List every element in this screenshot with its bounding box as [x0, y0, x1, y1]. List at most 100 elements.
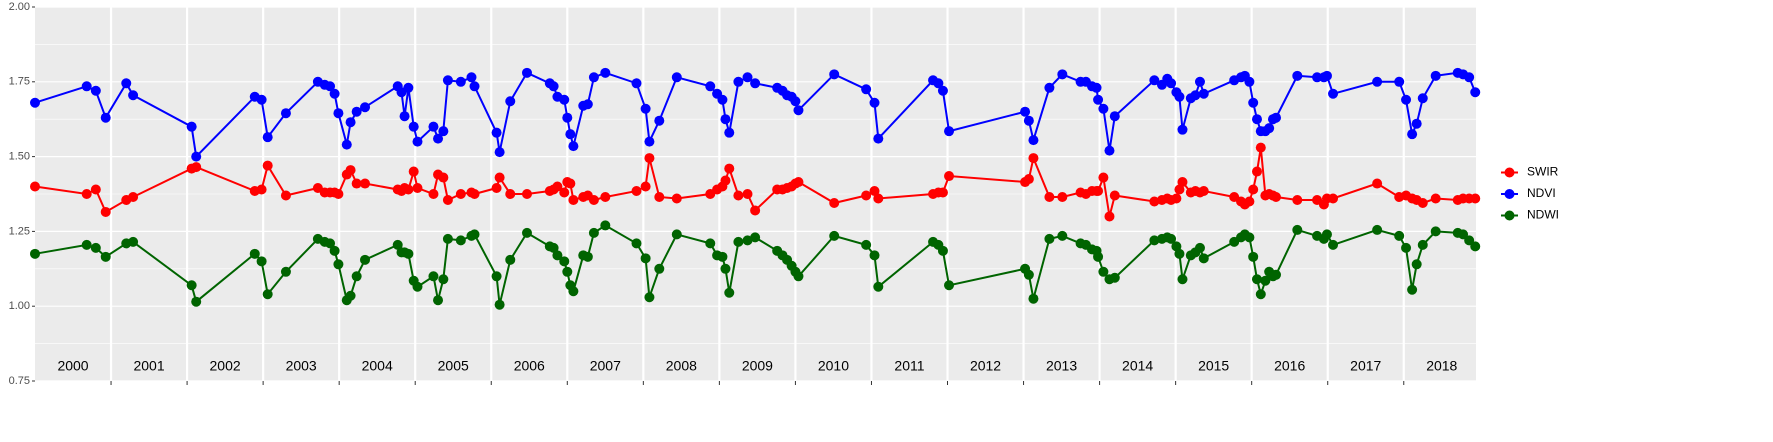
data-point	[1057, 69, 1068, 80]
year-label: 2013	[1046, 358, 1077, 374]
data-point	[1194, 242, 1205, 253]
legend-key-point	[1504, 189, 1515, 199]
year-label: 2015	[1198, 358, 1229, 374]
year-label: 2000	[57, 358, 88, 374]
data-point	[705, 238, 716, 249]
data-point	[1248, 97, 1259, 108]
data-point	[1149, 235, 1160, 246]
data-point	[1198, 186, 1209, 197]
data-point	[1104, 145, 1115, 156]
data-point	[565, 178, 576, 189]
data-point	[568, 141, 579, 152]
data-point	[345, 290, 356, 301]
data-point	[588, 227, 599, 238]
data-point	[325, 238, 336, 249]
data-point	[81, 239, 92, 250]
data-point	[793, 177, 804, 188]
data-point	[191, 162, 202, 173]
data-point	[1321, 70, 1332, 81]
data-point	[588, 194, 599, 205]
data-point	[552, 181, 563, 192]
data-point	[869, 97, 880, 108]
data-point	[403, 248, 414, 259]
data-point	[191, 151, 202, 162]
data-point	[742, 189, 753, 199]
y-tick-label: 1.50	[9, 151, 30, 163]
data-point	[1194, 76, 1205, 87]
data-point	[873, 193, 884, 204]
legend-key-point	[1504, 167, 1515, 178]
data-point	[121, 78, 132, 89]
data-point	[944, 126, 955, 137]
data-point	[640, 103, 651, 114]
year-label: 2002	[210, 358, 241, 374]
year-label: 2018	[1426, 358, 1457, 374]
data-point	[750, 78, 761, 89]
data-point	[438, 172, 449, 183]
data-point	[937, 187, 948, 198]
data-point	[568, 194, 579, 205]
data-point	[1166, 233, 1177, 244]
data-point	[1251, 166, 1262, 177]
data-point	[717, 251, 728, 262]
year-label: 2008	[666, 358, 697, 374]
data-point	[469, 81, 480, 92]
data-point	[90, 85, 101, 96]
year-label: 2004	[362, 358, 393, 374]
data-point	[1271, 191, 1282, 202]
data-point	[1430, 70, 1441, 81]
data-point	[1028, 153, 1039, 164]
data-point	[790, 96, 801, 107]
data-point	[750, 205, 761, 216]
data-point	[442, 194, 453, 205]
year-label: 2014	[1122, 358, 1153, 374]
data-point	[360, 254, 371, 265]
data-point	[280, 108, 291, 119]
data-point	[360, 178, 371, 189]
data-point	[1248, 251, 1259, 262]
data-point	[333, 108, 344, 119]
data-point	[861, 84, 872, 95]
data-point	[442, 233, 453, 244]
data-point	[100, 112, 111, 123]
data-point	[1292, 224, 1303, 235]
data-point	[262, 132, 273, 143]
data-point	[1109, 272, 1120, 283]
data-point	[631, 78, 642, 89]
data-point	[81, 81, 92, 92]
data-point	[433, 295, 444, 306]
data-point	[1372, 224, 1383, 235]
data-point	[654, 191, 665, 202]
data-point	[1057, 191, 1068, 202]
data-point	[1091, 82, 1102, 93]
data-point	[1244, 232, 1255, 243]
data-point	[494, 172, 505, 183]
data-point	[329, 245, 340, 256]
data-point	[403, 184, 414, 195]
data-point	[491, 127, 502, 138]
data-point	[186, 121, 197, 132]
data-point	[1093, 186, 1104, 197]
data-point	[1244, 76, 1255, 87]
data-point	[671, 193, 682, 204]
data-point	[562, 266, 573, 277]
data-point	[937, 85, 948, 96]
data-point	[724, 163, 735, 174]
data-point	[559, 256, 570, 267]
y-tick-label: 1.00	[9, 300, 30, 312]
data-point	[720, 175, 731, 186]
data-point	[720, 114, 731, 125]
data-point	[1271, 112, 1282, 123]
data-point	[1174, 91, 1185, 102]
data-point	[644, 292, 655, 303]
data-point	[600, 220, 611, 231]
data-point	[30, 97, 40, 108]
data-point	[128, 236, 139, 247]
data-point	[1411, 118, 1422, 129]
data-point	[559, 94, 570, 105]
data-point	[869, 186, 880, 197]
data-point	[412, 183, 423, 194]
data-point	[469, 189, 480, 199]
data-point	[412, 281, 423, 292]
data-point	[466, 72, 477, 83]
